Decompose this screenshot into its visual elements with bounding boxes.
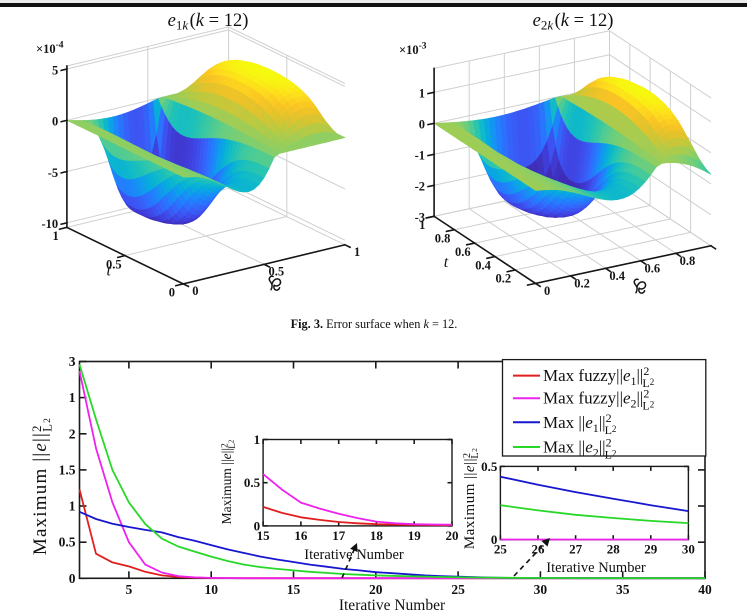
svg-text:5: 5 — [52, 63, 58, 77]
svg-text:20: 20 — [446, 528, 459, 543]
svg-text:-1: -1 — [415, 149, 425, 163]
svg-text:28: 28 — [607, 542, 621, 557]
svg-text:0: 0 — [169, 286, 175, 300]
svg-text:e2k(k = 12): e2k(k = 12) — [533, 11, 614, 33]
svg-text:10: 10 — [204, 582, 218, 597]
svg-text:0.4: 0.4 — [609, 269, 625, 283]
svg-text:2: 2 — [69, 426, 76, 441]
svg-text:Max fuzzy||e2||2L2: Max fuzzy||e2||2 L2 — [543, 387, 654, 413]
svg-text:18: 18 — [370, 528, 384, 543]
svg-text:-5: -5 — [48, 166, 58, 180]
svg-text:t: t — [444, 254, 449, 271]
svg-text:25: 25 — [451, 582, 465, 597]
svg-text:15: 15 — [257, 528, 271, 543]
svg-text:0.6: 0.6 — [455, 245, 471, 259]
svg-text:Iterative Number: Iterative Number — [304, 547, 404, 563]
svg-text:0: 0 — [544, 284, 550, 298]
svg-text:0.5: 0.5 — [59, 535, 76, 550]
svg-text:-10: -10 — [42, 217, 59, 231]
svg-text:0.4: 0.4 — [475, 258, 491, 272]
svg-text:0.5: 0.5 — [106, 257, 122, 271]
svg-text:0.5: 0.5 — [268, 264, 284, 278]
svg-text:40: 40 — [698, 582, 712, 597]
svg-text:0.2: 0.2 — [574, 276, 590, 290]
svg-text:0.8: 0.8 — [435, 231, 451, 245]
svg-text:0.8: 0.8 — [680, 254, 696, 268]
svg-text:0: 0 — [52, 115, 58, 129]
svg-text:Maximum ||e||2L2: Maximum ||e||2L2 — [219, 439, 237, 524]
svg-text:t: t — [106, 263, 111, 280]
svg-text:0.5: 0.5 — [244, 475, 261, 490]
svg-text:30: 30 — [534, 582, 548, 597]
svg-text:5: 5 — [126, 582, 133, 597]
svg-text:17: 17 — [332, 528, 346, 543]
svg-text:0: 0 — [69, 571, 76, 586]
svg-text:Iterative Number: Iterative Number — [546, 560, 646, 576]
svg-text:1: 1 — [69, 390, 76, 405]
svg-text:Iterative Number: Iterative Number — [339, 597, 446, 611]
svg-text:Maximum ||e||2L2: Maximum ||e||2L2 — [30, 417, 54, 555]
svg-text:Fig. 3. Error surface when k =: Fig. 3. Error surface when k = 12. — [291, 317, 458, 331]
svg-text:0: 0 — [419, 118, 425, 132]
svg-text:15: 15 — [287, 582, 301, 597]
svg-text:3: 3 — [69, 354, 76, 369]
svg-text:0: 0 — [491, 532, 498, 547]
svg-text:19: 19 — [408, 528, 422, 543]
svg-text:35: 35 — [616, 582, 630, 597]
svg-text:25: 25 — [494, 542, 508, 557]
svg-text:0.6: 0.6 — [644, 261, 660, 275]
svg-text:1: 1 — [254, 432, 261, 447]
svg-text:1: 1 — [52, 229, 58, 243]
svg-text:1: 1 — [419, 218, 425, 232]
svg-text:1: 1 — [69, 499, 76, 514]
svg-text:0.2: 0.2 — [495, 272, 511, 286]
svg-text:-2: -2 — [415, 180, 425, 194]
svg-text:30: 30 — [682, 542, 695, 557]
svg-text:0: 0 — [254, 518, 261, 533]
svg-text:-3: -3 — [415, 211, 425, 225]
svg-text:e1k(k = 12): e1k(k = 12) — [168, 11, 249, 33]
svg-text:0.5: 0.5 — [481, 459, 498, 474]
svg-text:27: 27 — [569, 542, 583, 557]
svg-text:16: 16 — [294, 528, 308, 543]
svg-text:1.5: 1.5 — [59, 462, 76, 477]
svg-text:0: 0 — [192, 284, 198, 298]
svg-text:1: 1 — [354, 245, 360, 259]
svg-text:20: 20 — [369, 582, 383, 597]
svg-text:Maximum ||e||2L2: Maximum ||e||2L2 — [461, 448, 481, 550]
svg-text:29: 29 — [644, 542, 658, 557]
svg-text:1: 1 — [419, 87, 425, 101]
